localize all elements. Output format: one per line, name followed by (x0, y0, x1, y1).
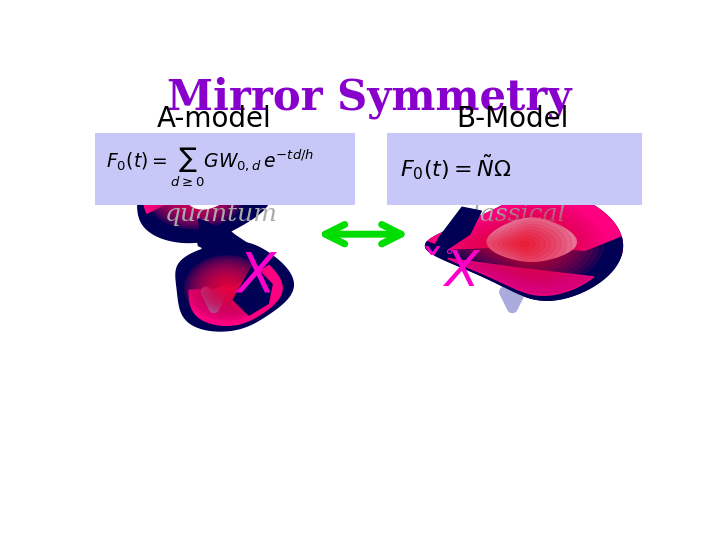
Polygon shape (162, 168, 228, 216)
Polygon shape (225, 287, 229, 290)
Text: $F_0(t) = \tilde{N}\Omega$: $F_0(t) = \tilde{N}\Omega$ (400, 152, 511, 182)
Text: $\check{X}$: $\check{X}$ (424, 248, 482, 298)
Text: $\circ$: $\circ$ (443, 242, 454, 260)
Polygon shape (426, 191, 622, 253)
Polygon shape (186, 258, 268, 319)
Polygon shape (223, 285, 231, 292)
Polygon shape (204, 271, 251, 306)
Polygon shape (187, 186, 202, 198)
Polygon shape (143, 147, 255, 213)
Polygon shape (206, 272, 248, 304)
Polygon shape (503, 233, 545, 255)
Text: $F_0(t) = \sum_{d \geq 0} GW_{0,d}\, e^{-td/h}$: $F_0(t) = \sum_{d \geq 0} GW_{0,d}\, e^{… (106, 146, 314, 188)
Polygon shape (492, 227, 556, 261)
Polygon shape (482, 221, 567, 267)
Polygon shape (152, 160, 238, 223)
Polygon shape (159, 166, 230, 218)
Polygon shape (184, 185, 204, 199)
Polygon shape (435, 207, 482, 249)
Polygon shape (189, 266, 282, 325)
Text: $X$: $X$ (235, 249, 279, 304)
Polygon shape (426, 191, 622, 300)
Polygon shape (154, 163, 235, 221)
Polygon shape (460, 210, 588, 278)
Text: B-Model: B-Model (456, 105, 569, 133)
Polygon shape (217, 280, 238, 296)
Polygon shape (215, 279, 240, 298)
Polygon shape (189, 188, 199, 195)
Text: classical: classical (459, 204, 566, 226)
Polygon shape (176, 242, 293, 331)
Polygon shape (426, 237, 622, 300)
Text: Mirror Symmetry: Mirror Symmetry (167, 76, 571, 119)
Polygon shape (184, 256, 270, 320)
Polygon shape (177, 179, 212, 205)
Polygon shape (476, 219, 572, 270)
Polygon shape (164, 170, 225, 214)
Polygon shape (199, 267, 255, 309)
Polygon shape (193, 262, 261, 314)
Polygon shape (157, 164, 233, 220)
Polygon shape (179, 181, 210, 203)
Polygon shape (149, 159, 240, 225)
Polygon shape (147, 157, 243, 227)
Polygon shape (192, 190, 197, 194)
Polygon shape (498, 230, 551, 259)
FancyBboxPatch shape (94, 132, 355, 205)
Polygon shape (172, 175, 217, 208)
Polygon shape (202, 269, 253, 307)
Polygon shape (210, 275, 244, 301)
Polygon shape (144, 155, 245, 229)
Polygon shape (487, 218, 576, 261)
FancyBboxPatch shape (387, 132, 642, 205)
Polygon shape (195, 264, 259, 312)
Polygon shape (191, 261, 264, 315)
Polygon shape (233, 265, 272, 315)
Polygon shape (212, 277, 242, 299)
Polygon shape (208, 274, 246, 302)
Polygon shape (218, 157, 261, 200)
Polygon shape (508, 235, 540, 253)
Polygon shape (513, 239, 535, 250)
Polygon shape (174, 177, 215, 207)
Polygon shape (448, 258, 593, 295)
Polygon shape (518, 241, 529, 247)
Polygon shape (199, 219, 256, 276)
Text: A-model: A-model (157, 105, 271, 133)
Polygon shape (471, 216, 577, 273)
Polygon shape (221, 284, 233, 293)
Polygon shape (455, 207, 593, 281)
Polygon shape (197, 266, 257, 310)
Polygon shape (487, 224, 562, 264)
Text: quantum: quantum (166, 204, 278, 226)
Polygon shape (444, 201, 604, 287)
Polygon shape (185, 175, 228, 209)
Polygon shape (189, 259, 266, 317)
Polygon shape (169, 173, 220, 210)
Polygon shape (219, 282, 235, 294)
Polygon shape (167, 172, 222, 212)
Polygon shape (182, 183, 207, 201)
Polygon shape (194, 215, 233, 253)
Polygon shape (449, 205, 598, 284)
Polygon shape (465, 213, 582, 275)
Polygon shape (138, 141, 271, 242)
